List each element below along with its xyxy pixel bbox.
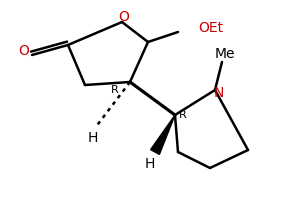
- Text: H: H: [88, 131, 98, 145]
- Text: R: R: [179, 110, 187, 120]
- Text: H: H: [145, 157, 155, 171]
- Text: R: R: [111, 85, 119, 95]
- Polygon shape: [151, 115, 175, 154]
- Text: OEt: OEt: [198, 21, 223, 35]
- Text: N: N: [214, 86, 224, 100]
- Text: Me: Me: [215, 47, 235, 61]
- Text: O: O: [119, 10, 130, 24]
- Text: O: O: [18, 44, 29, 58]
